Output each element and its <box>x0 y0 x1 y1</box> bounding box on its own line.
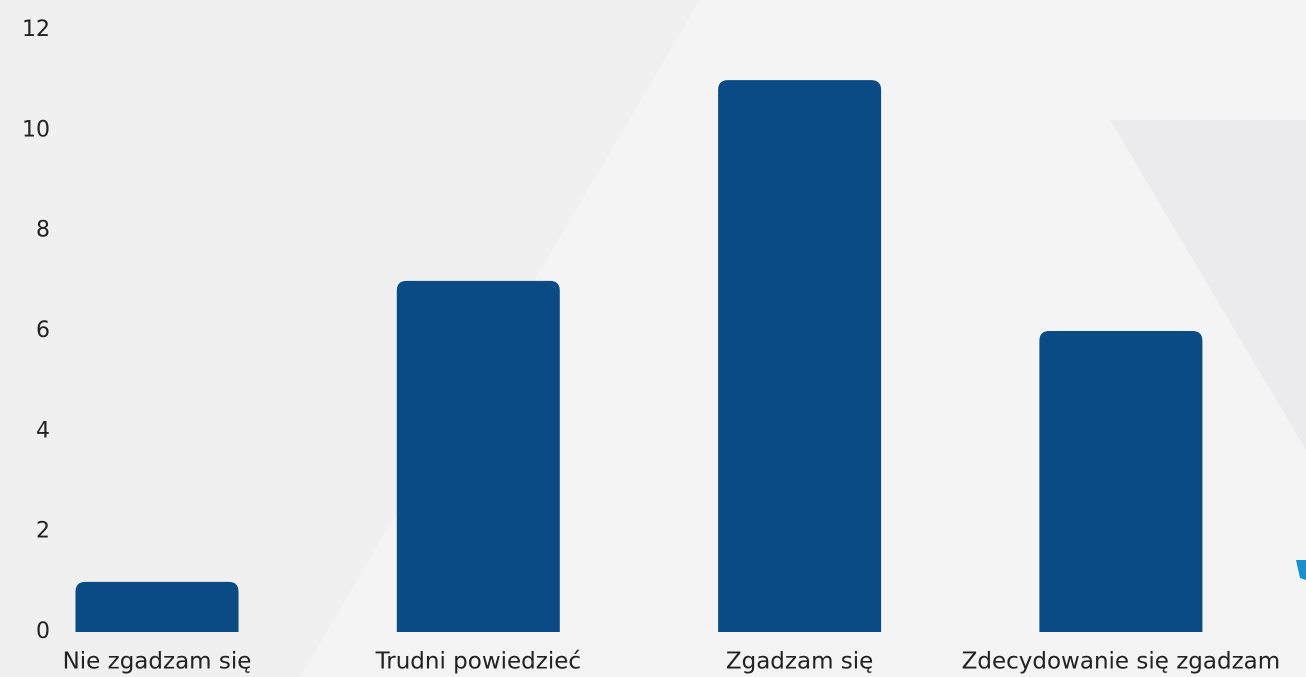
y-tick-label: 6 <box>36 318 50 343</box>
y-tick-label: 10 <box>22 117 50 142</box>
bar <box>396 280 560 632</box>
x-tick-label: Nie zgadzam się <box>63 649 252 675</box>
background-shape <box>1110 120 1306 450</box>
x-tick-label: Zgadzam się <box>726 649 873 675</box>
y-tick-label: 0 <box>36 619 50 644</box>
x-tick-label: Trudni powiedzieć <box>375 649 581 675</box>
x-tick-label: Zdecydowanie się zgadzam <box>962 649 1281 675</box>
y-tick-label: 2 <box>36 519 50 544</box>
bar <box>75 581 239 632</box>
y-tick-label: 12 <box>22 17 50 42</box>
bar <box>718 80 882 632</box>
y-tick-label: 4 <box>36 418 50 443</box>
y-tick-label: 8 <box>36 218 50 243</box>
background-shape <box>0 0 700 677</box>
background-accent <box>1296 560 1306 580</box>
bar <box>1039 331 1203 632</box>
